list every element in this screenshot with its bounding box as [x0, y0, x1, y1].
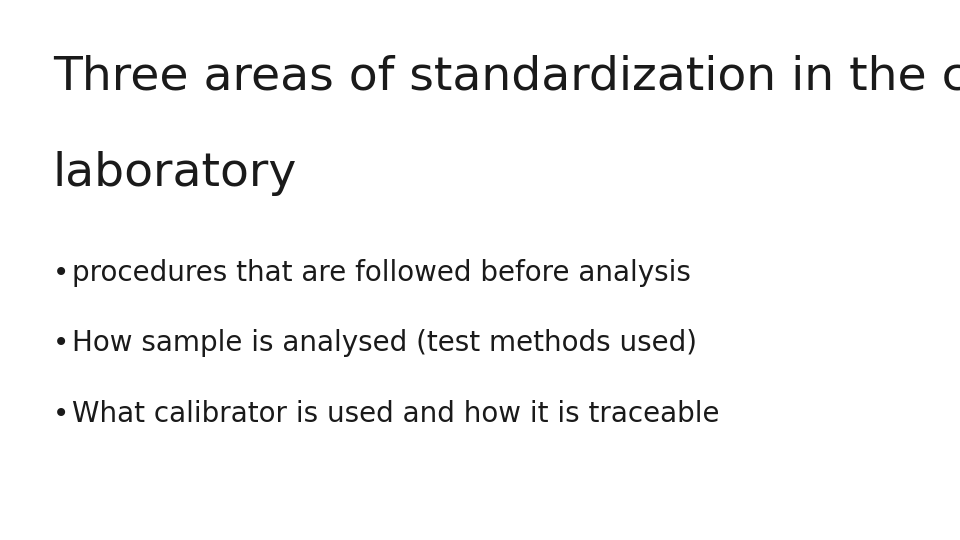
Text: Three areas of standardization in the clinical: Three areas of standardization in the cl… [53, 54, 960, 99]
Text: •: • [53, 259, 69, 287]
Text: How sample is analysed (test methods used): How sample is analysed (test methods use… [72, 329, 697, 357]
Text: •: • [53, 400, 69, 428]
Text: procedures that are followed before analysis: procedures that are followed before anal… [72, 259, 691, 287]
Text: •: • [53, 329, 69, 357]
Text: What calibrator is used and how it is traceable: What calibrator is used and how it is tr… [72, 400, 719, 428]
Text: laboratory: laboratory [53, 151, 298, 196]
